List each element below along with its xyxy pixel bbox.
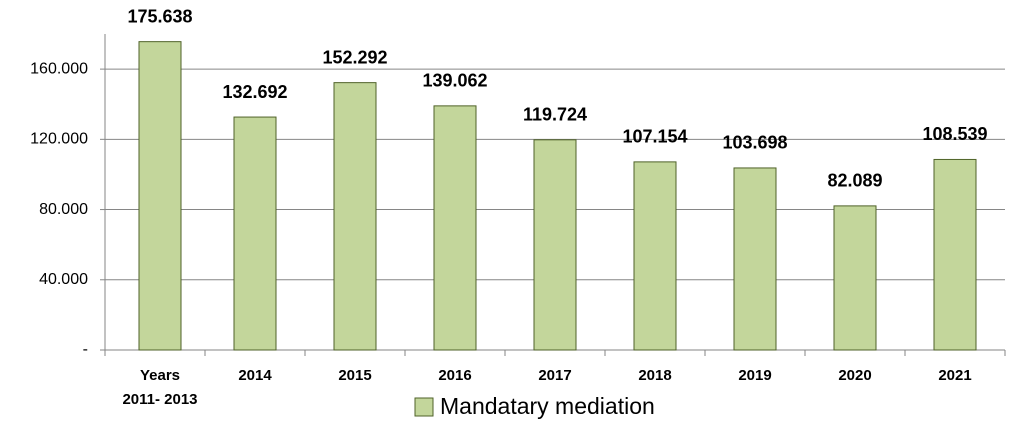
- x-tick-label: 2020: [838, 367, 872, 384]
- x-tick-label: 2014: [238, 367, 272, 384]
- x-tick-label: 2017: [538, 367, 572, 384]
- x-tick-label: Years 2011- 2013: [122, 367, 198, 408]
- x-tick-label: 2018: [638, 367, 672, 384]
- data-label: 139.062: [422, 71, 487, 91]
- data-label: 103.698: [722, 133, 787, 153]
- x-tick-label: 2015: [338, 367, 372, 384]
- y-tick-label: 160.000: [30, 60, 88, 77]
- data-label: 119.724: [523, 105, 587, 125]
- data-label: 107.154: [622, 127, 687, 147]
- data-label: 152.292: [322, 47, 387, 67]
- bar: [533, 139, 577, 351]
- y-tick-label: 120.000: [30, 131, 88, 148]
- legend-label: Mandatary mediation: [440, 393, 655, 419]
- bar: [933, 158, 977, 351]
- bar: [633, 161, 677, 351]
- y-tick-label: 80.000: [39, 201, 88, 218]
- x-tick-label: 2019: [738, 367, 772, 384]
- data-label: 132.692: [222, 82, 287, 102]
- y-tick-label: 40.000: [39, 271, 88, 288]
- bar: [733, 167, 777, 351]
- data-label: 108.539: [922, 124, 987, 144]
- x-tick-label: 2016: [438, 367, 472, 384]
- bar: [333, 82, 377, 351]
- bar: [433, 105, 477, 351]
- bar: [833, 205, 877, 351]
- bar: [138, 41, 182, 351]
- data-label: 175.638: [127, 6, 192, 26]
- y-tick-label: -: [83, 341, 88, 358]
- legend-swatch: [414, 397, 434, 417]
- data-label: 82.089: [827, 171, 882, 191]
- x-tick-label: 2021: [938, 367, 972, 384]
- bar: [233, 116, 277, 351]
